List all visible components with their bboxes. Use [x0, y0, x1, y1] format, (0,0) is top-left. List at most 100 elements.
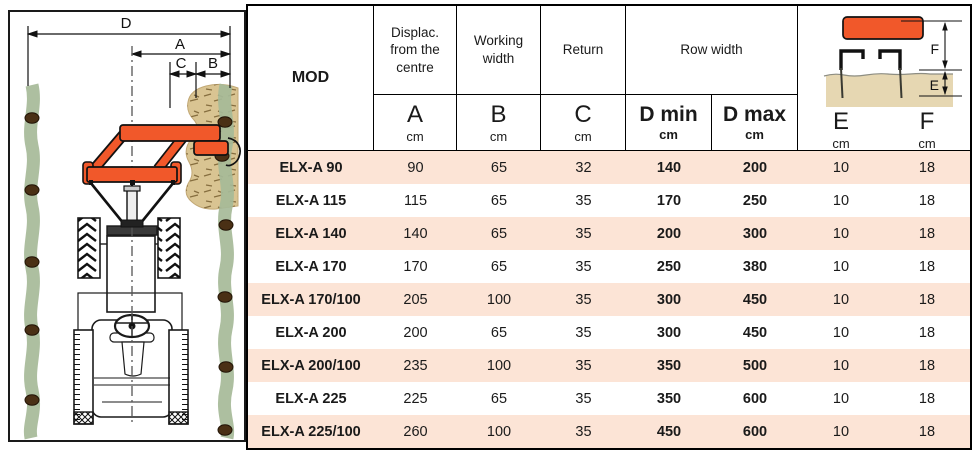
cell-d_max: 500	[742, 357, 768, 374]
header-d-max: D max cm	[712, 95, 798, 151]
header-d-min: D min cm	[626, 95, 712, 151]
cell-c: 35	[575, 258, 592, 275]
cell-b: 100	[486, 291, 512, 308]
header-return: Return	[541, 6, 626, 95]
cell-c: 35	[575, 324, 592, 341]
dimension-labels: D A C B	[121, 15, 218, 72]
dim-label-d: D	[121, 15, 132, 32]
cell-d_max: 600	[742, 390, 768, 407]
cell-mod: ELX-A 140	[275, 225, 347, 242]
table-row: ELX-A 225/100 260 100 35 450 600 10 18	[248, 415, 970, 448]
header-f: F cm	[884, 109, 970, 150]
table-row: ELX-A 200/100 235 100 35 350 500 10 18	[248, 349, 970, 382]
header-c: C cm	[541, 95, 626, 151]
cell-a: 170	[403, 258, 428, 275]
cell-f: 18	[918, 291, 936, 308]
cell-d_min: 450	[656, 423, 682, 440]
cell-d_max: 450	[742, 324, 768, 341]
header-f-unit: cm	[918, 135, 936, 151]
header-b: B cm	[457, 95, 541, 151]
cell-d_min: 250	[656, 258, 682, 275]
cell-e: 10	[832, 357, 850, 374]
cell-a: 90	[407, 159, 424, 176]
header-a: A cm	[374, 95, 457, 151]
header-working-width: Working width	[457, 6, 541, 95]
cell-b: 100	[486, 423, 512, 440]
cell-d_min: 300	[656, 324, 682, 341]
header-f-letter: F	[919, 107, 935, 135]
header-c-unit: cm	[574, 128, 592, 144]
header-d-max-unit: cm	[745, 127, 764, 142]
cell-mod: ELX-A 170/100	[261, 291, 361, 308]
header-a-unit: cm	[406, 128, 424, 144]
header-b-unit: cm	[489, 128, 508, 144]
cell-d_max: 200	[742, 159, 768, 176]
cell-d_max: 380	[742, 258, 768, 275]
header-d-min-letter: D min	[639, 103, 698, 126]
header-a-letter: A	[406, 100, 423, 128]
cell-e: 10	[832, 324, 850, 341]
ef-dim-label-f: F	[930, 41, 939, 57]
table-header: MOD Displac. from the centre Working wid…	[248, 6, 970, 151]
header-ef-section: F E E cm F cm	[798, 6, 970, 151]
cell-mod: ELX-A 115	[275, 192, 347, 209]
dim-label-c: C	[176, 55, 187, 72]
toolbar-bar	[842, 16, 924, 40]
cell-e: 10	[832, 390, 850, 407]
cell-c: 35	[575, 357, 592, 374]
hitch-linkage	[88, 181, 176, 228]
header-e: E cm	[798, 109, 884, 150]
ef-dim-label-e: E	[930, 77, 939, 93]
header-c-letter: C	[574, 100, 592, 128]
cell-b: 65	[490, 324, 508, 341]
cell-b: 65	[490, 258, 508, 275]
implement-frame	[82, 124, 241, 185]
table-row: ELX-A 200 200 65 35 300 450 10 18	[248, 316, 970, 349]
cultivator-head	[193, 140, 229, 156]
cell-c: 35	[575, 225, 592, 242]
cell-b: 65	[490, 390, 508, 407]
cell-a: 200	[403, 324, 428, 341]
cell-c: 32	[575, 159, 592, 176]
table-body: ELX-A 90 90 65 32 140 200 10 18 ELX-A 115 115 65 35…	[248, 151, 970, 448]
cell-d_max: 600	[742, 423, 768, 440]
header-e-letter: E	[832, 107, 849, 135]
dimension-lines	[26, 26, 232, 108]
cell-f: 18	[918, 324, 936, 341]
ef-dimension-lines	[901, 20, 962, 97]
plant-dots	[24, 112, 234, 436]
cell-f: 18	[918, 357, 936, 374]
cell-c: 35	[575, 291, 592, 308]
cell-mod: ELX-A 200	[275, 324, 347, 341]
cell-f: 18	[918, 192, 936, 209]
cell-f: 18	[918, 390, 936, 407]
cell-a: 205	[403, 291, 428, 308]
row-width-diagram: D A C B	[8, 10, 246, 442]
table-row: ELX-A 90 90 65 32 140 200 10 18	[248, 151, 970, 184]
table-row: ELX-A 115 115 65 35 170 250 10 18	[248, 184, 970, 217]
cell-d_min: 140	[656, 159, 682, 176]
table-row: ELX-A 170/100 205 100 35 300 450 10 18	[248, 283, 970, 316]
cell-d_max: 250	[742, 192, 768, 209]
table-row: ELX-A 140 140 65 35 200 300 10 18	[248, 217, 970, 250]
header-d-min-unit: cm	[659, 127, 678, 142]
working-depth-diagram: F E	[823, 16, 962, 107]
cell-a: 225	[403, 390, 428, 407]
cell-b: 65	[490, 159, 508, 176]
cell-d_min: 200	[656, 225, 682, 242]
cell-b: 65	[490, 192, 508, 209]
header-row-width: Row width	[626, 6, 798, 95]
cell-c: 35	[575, 390, 592, 407]
cell-c: 35	[575, 423, 592, 440]
feeler-arm	[225, 137, 241, 167]
cell-a: 260	[403, 423, 428, 440]
cell-e: 10	[832, 159, 850, 176]
cell-d_min: 350	[656, 390, 682, 407]
cell-d_min: 300	[656, 291, 682, 308]
cell-d_max: 450	[742, 291, 768, 308]
cell-a: 235	[403, 357, 428, 374]
cell-d_min: 170	[656, 192, 682, 209]
cell-d_max: 300	[742, 225, 768, 242]
cell-a: 115	[403, 192, 428, 209]
